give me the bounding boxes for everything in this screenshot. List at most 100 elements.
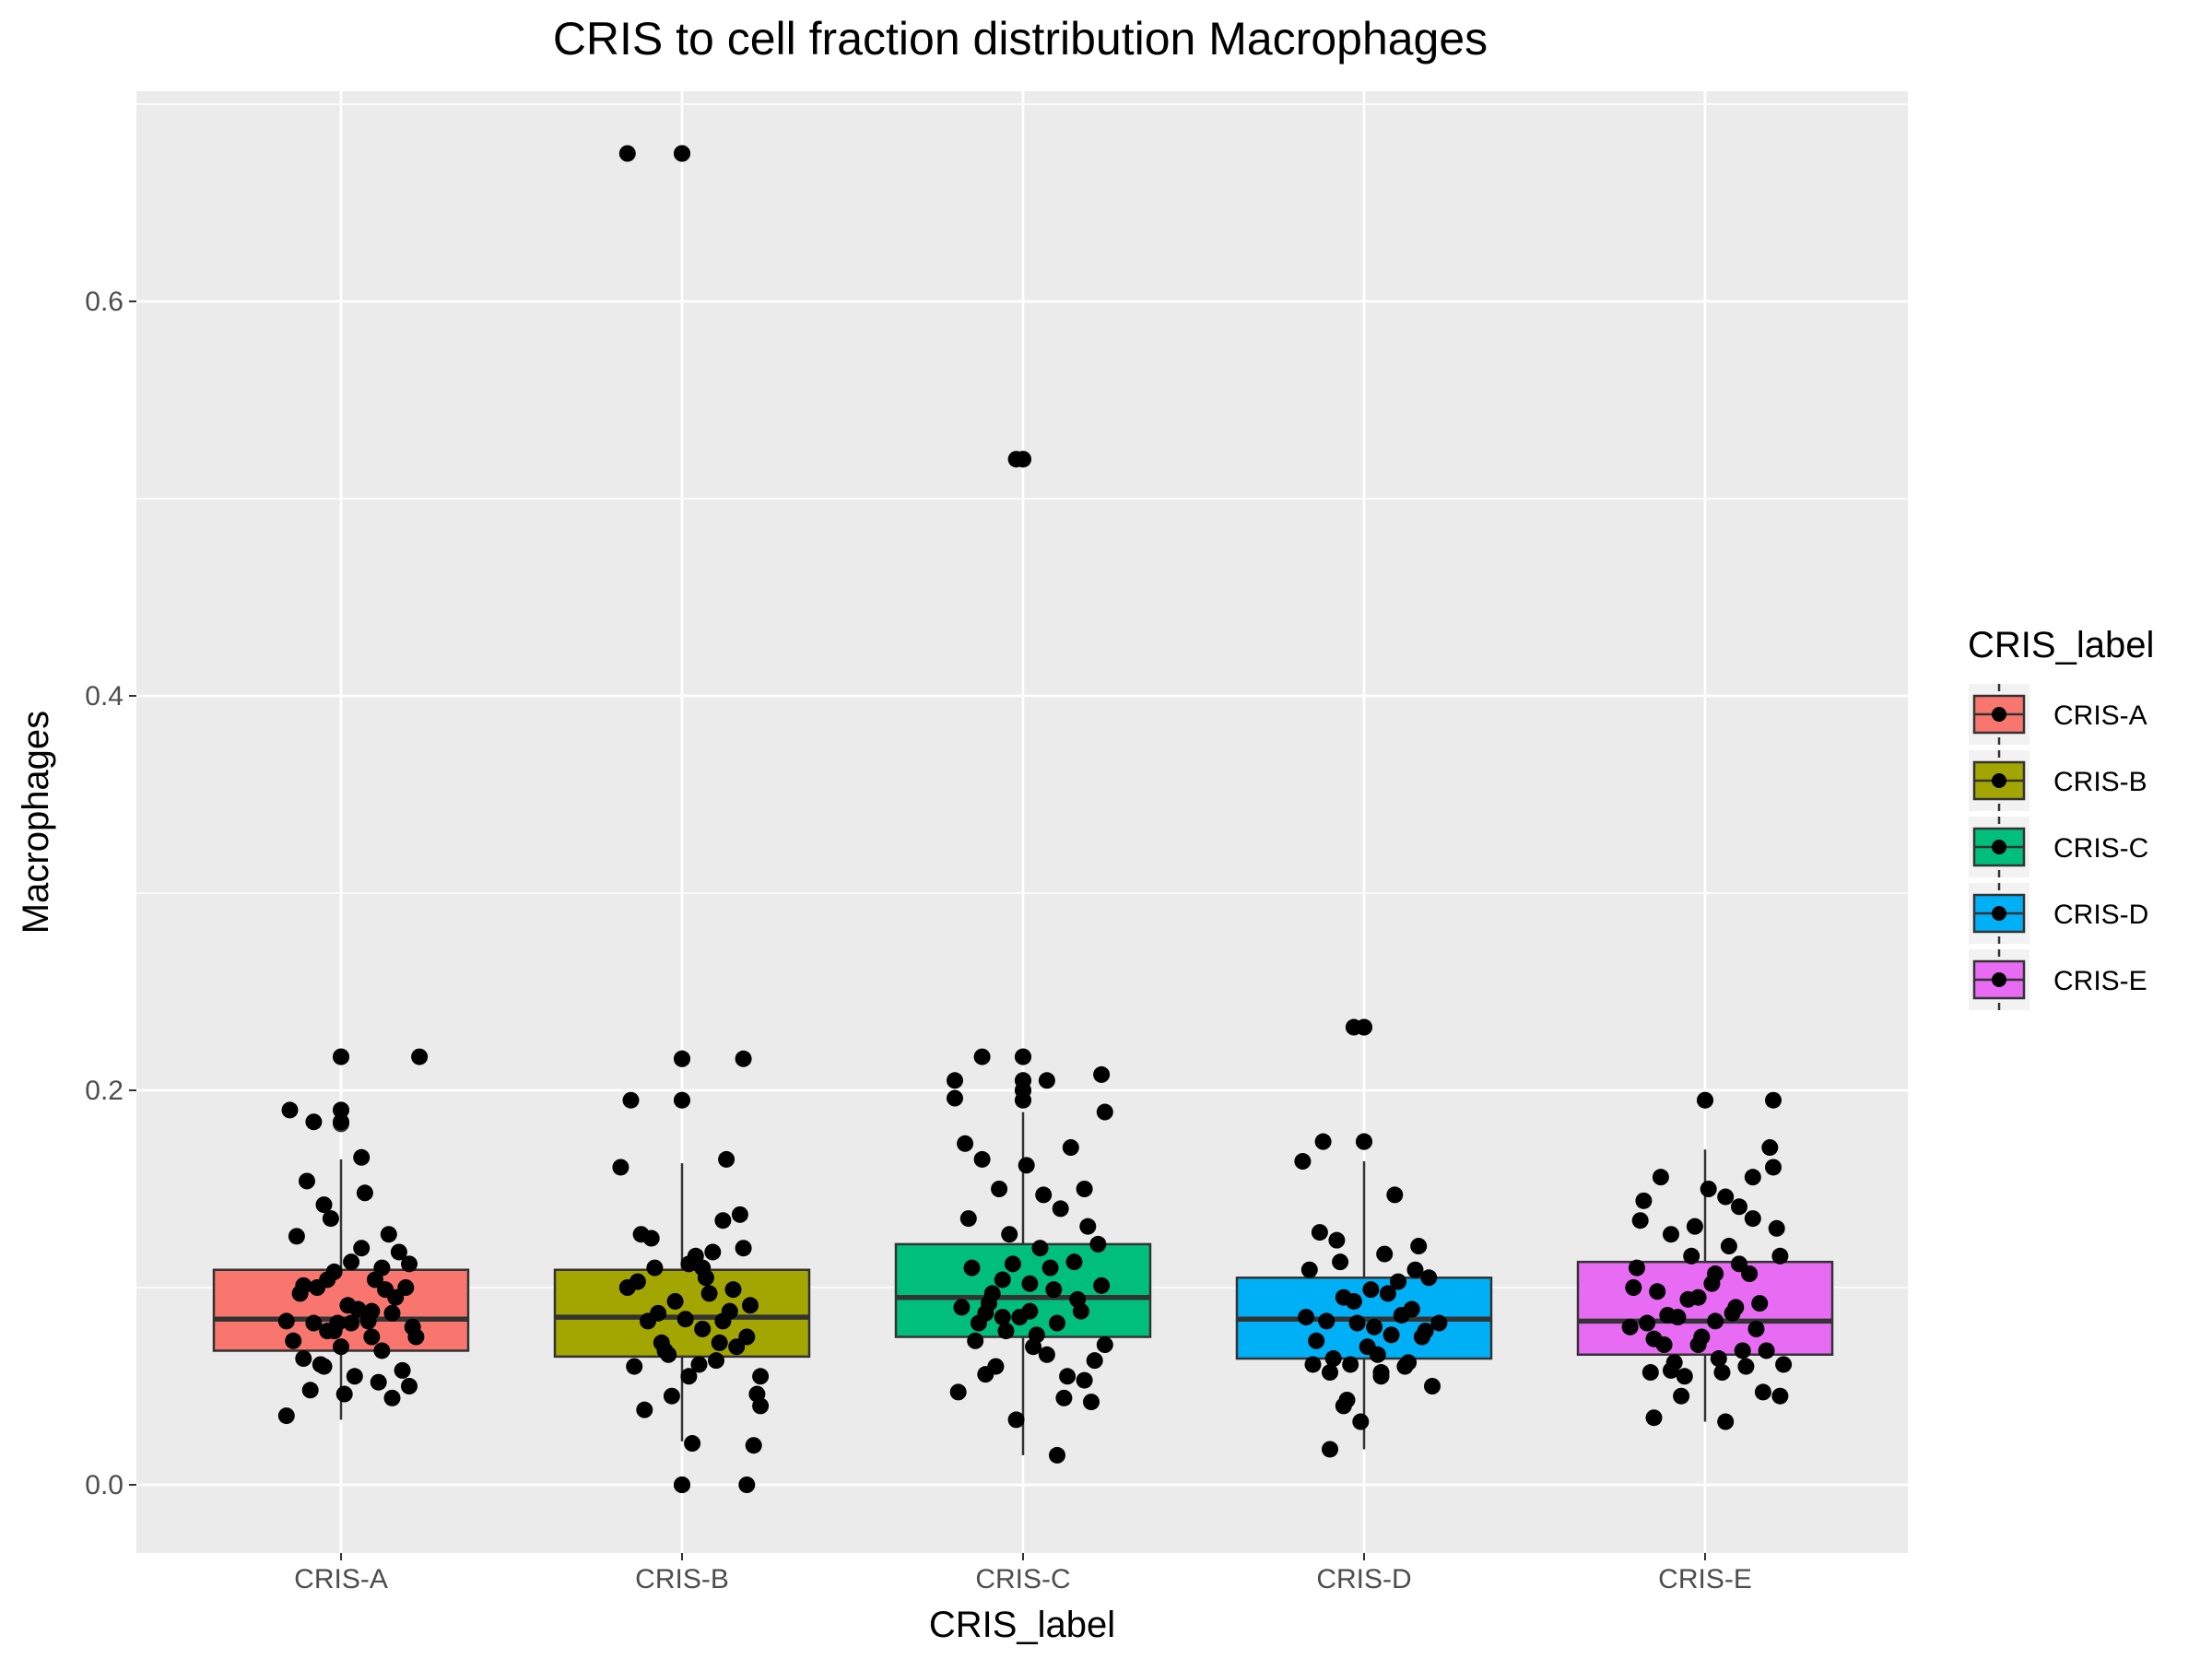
y-axis-title: Macrophages (16, 711, 56, 934)
data-point (299, 1172, 315, 1190)
data-point (1356, 1018, 1372, 1036)
data-point (394, 1361, 411, 1379)
data-point (1652, 1169, 1669, 1186)
data-point (1629, 1259, 1645, 1277)
data-point (694, 1320, 712, 1337)
data-point (684, 1435, 701, 1453)
data-point (680, 1255, 698, 1273)
data-point (1059, 1368, 1077, 1385)
data-point (1018, 1157, 1035, 1174)
points-cris-d (1294, 1018, 1448, 1458)
points-cris-c (947, 451, 1113, 1464)
data-point (343, 1314, 360, 1332)
chart-title: CRIS to cell fraction distribution Macro… (553, 13, 1488, 65)
data-point (1342, 1356, 1359, 1373)
data-point (1041, 1259, 1059, 1277)
data-point (1747, 1320, 1765, 1337)
data-point (1631, 1212, 1649, 1230)
y-tick-label: 0.0 (85, 1470, 124, 1500)
data-point (642, 1230, 660, 1247)
data-point (319, 1271, 336, 1288)
data-point (690, 1356, 708, 1373)
data-point (397, 1279, 415, 1296)
data-point (333, 1101, 349, 1119)
data-point (752, 1397, 770, 1415)
data-point (738, 1477, 756, 1493)
data-point (1731, 1198, 1747, 1216)
data-point (1356, 1133, 1372, 1150)
data-point (1645, 1409, 1663, 1427)
data-point (1713, 1364, 1731, 1382)
data-point (1004, 1255, 1021, 1273)
data-point (401, 1255, 418, 1273)
data-point (1015, 1091, 1031, 1109)
data-point (1683, 1247, 1700, 1265)
data-point (1031, 1240, 1049, 1257)
data-point (305, 1314, 323, 1332)
legend-label: CRIS-C (2053, 833, 2148, 864)
legend-key-point (1992, 972, 2006, 987)
data-point (1294, 1153, 1312, 1171)
data-point (1322, 1441, 1338, 1458)
data-point (295, 1277, 312, 1294)
data-point (390, 1243, 407, 1261)
legend-item-cris-e: CRIS-E (1969, 949, 2147, 1010)
data-point (1322, 1364, 1338, 1382)
data-point (356, 1184, 373, 1202)
data-point (1086, 1352, 1103, 1370)
legend-title: CRIS_label (1968, 625, 2154, 665)
data-point (1413, 1328, 1430, 1346)
data-point (1737, 1358, 1755, 1375)
data-point (1741, 1265, 1759, 1283)
data-point (383, 1389, 401, 1406)
data-point (370, 1373, 387, 1391)
data-point (1076, 1181, 1093, 1197)
data-point (1430, 1314, 1448, 1332)
legend-label: CRIS-E (2053, 966, 2147, 996)
data-point (1689, 1288, 1707, 1306)
data-point (1761, 1139, 1779, 1157)
data-point (335, 1385, 353, 1403)
points-cris-b (612, 145, 770, 1493)
data-point (1379, 1285, 1396, 1302)
data-point (1400, 1354, 1418, 1371)
data-point (1015, 1048, 1031, 1065)
data-point (285, 1332, 302, 1349)
data-point (1758, 1342, 1775, 1359)
data-point (383, 1304, 401, 1322)
data-point (718, 1150, 735, 1168)
data-point (728, 1338, 746, 1356)
data-point (957, 1135, 974, 1152)
data-point (333, 1048, 349, 1065)
data-point (1021, 1275, 1039, 1292)
data-point (1765, 1091, 1782, 1109)
data-point (281, 1101, 299, 1119)
data-point (363, 1328, 381, 1346)
data-point (363, 1302, 381, 1320)
data-point (1686, 1218, 1703, 1235)
data-point (949, 1383, 967, 1401)
data-point (1052, 1200, 1069, 1218)
data-point (1335, 1397, 1352, 1415)
data-point (738, 1328, 756, 1346)
data-point (1298, 1309, 1315, 1326)
data-point (1096, 1103, 1113, 1121)
data-point (1754, 1383, 1771, 1401)
legend-label: CRIS-B (2053, 767, 2147, 797)
data-point (636, 1401, 653, 1418)
data-point (1420, 1269, 1438, 1287)
data-point (1076, 1371, 1093, 1389)
data-point (1049, 1446, 1065, 1464)
legend-key-point (1992, 906, 2006, 921)
legend-key-point (1992, 707, 2006, 722)
data-point (1300, 1261, 1318, 1278)
data-point (1372, 1368, 1390, 1385)
legend-key-point (1992, 773, 2006, 788)
data-point (1001, 1226, 1018, 1243)
data-point (1096, 1336, 1113, 1354)
data-point (346, 1368, 363, 1385)
data-point (1710, 1350, 1727, 1368)
data-point (731, 1206, 748, 1223)
data-point (1038, 1346, 1055, 1363)
data-point (1635, 1192, 1653, 1209)
